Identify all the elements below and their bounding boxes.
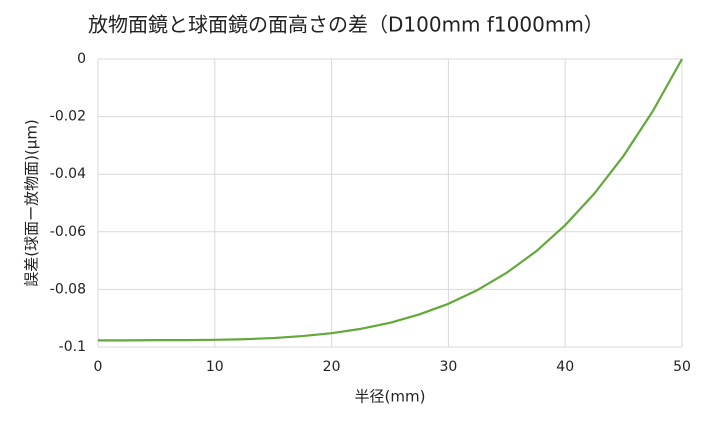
- x-tick-label: 20: [323, 359, 341, 375]
- y-axis-label: 誤差(球面ー放物面)(μm): [23, 119, 41, 287]
- y-tick-label: -0.1: [59, 339, 86, 355]
- y-tick-label: -0.04: [50, 166, 86, 182]
- x-tick-label: 40: [556, 359, 574, 375]
- x-tick-label: 10: [206, 359, 224, 375]
- x-tick-label: 30: [439, 359, 457, 375]
- data-line: [98, 58, 683, 342]
- y-tick-label: -0.06: [50, 224, 86, 240]
- x-tick-label: 50: [673, 359, 691, 375]
- y-tick-label: -0.02: [50, 109, 86, 125]
- x-tick-label: 0: [94, 359, 103, 375]
- x-axis-label: 半径(mm): [355, 388, 426, 406]
- y-tick-label: 0: [77, 51, 86, 67]
- y-tick-label: -0.08: [50, 281, 86, 297]
- chart-title: 放物面鏡と球面鏡の面高さの差（D100mm f1000mm）: [88, 13, 604, 37]
